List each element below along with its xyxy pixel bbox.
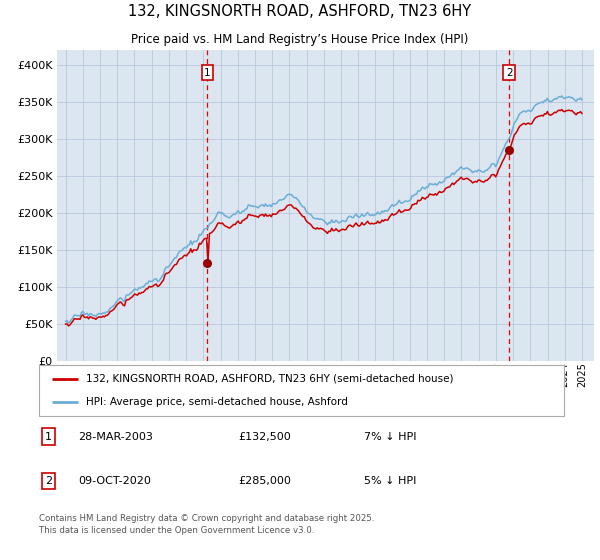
Text: 1: 1 (45, 432, 52, 441)
Text: £132,500: £132,500 (239, 432, 291, 441)
Text: 2: 2 (45, 477, 52, 486)
Text: 28-MAR-2003: 28-MAR-2003 (79, 432, 153, 441)
Text: 132, KINGSNORTH ROAD, ASHFORD, TN23 6HY: 132, KINGSNORTH ROAD, ASHFORD, TN23 6HY (128, 4, 472, 20)
Text: 1: 1 (204, 68, 211, 78)
Text: Price paid vs. HM Land Registry’s House Price Index (HPI): Price paid vs. HM Land Registry’s House … (131, 32, 469, 45)
Text: 7% ↓ HPI: 7% ↓ HPI (365, 432, 417, 441)
Text: Contains HM Land Registry data © Crown copyright and database right 2025.
This d: Contains HM Land Registry data © Crown c… (39, 514, 374, 535)
Text: £285,000: £285,000 (239, 477, 292, 486)
FancyBboxPatch shape (39, 365, 564, 416)
Text: 2: 2 (506, 68, 512, 78)
Text: 132, KINGSNORTH ROAD, ASHFORD, TN23 6HY (semi-detached house): 132, KINGSNORTH ROAD, ASHFORD, TN23 6HY … (86, 374, 454, 384)
Text: HPI: Average price, semi-detached house, Ashford: HPI: Average price, semi-detached house,… (86, 397, 348, 407)
Text: 09-OCT-2020: 09-OCT-2020 (79, 477, 151, 486)
Text: 5% ↓ HPI: 5% ↓ HPI (365, 477, 417, 486)
